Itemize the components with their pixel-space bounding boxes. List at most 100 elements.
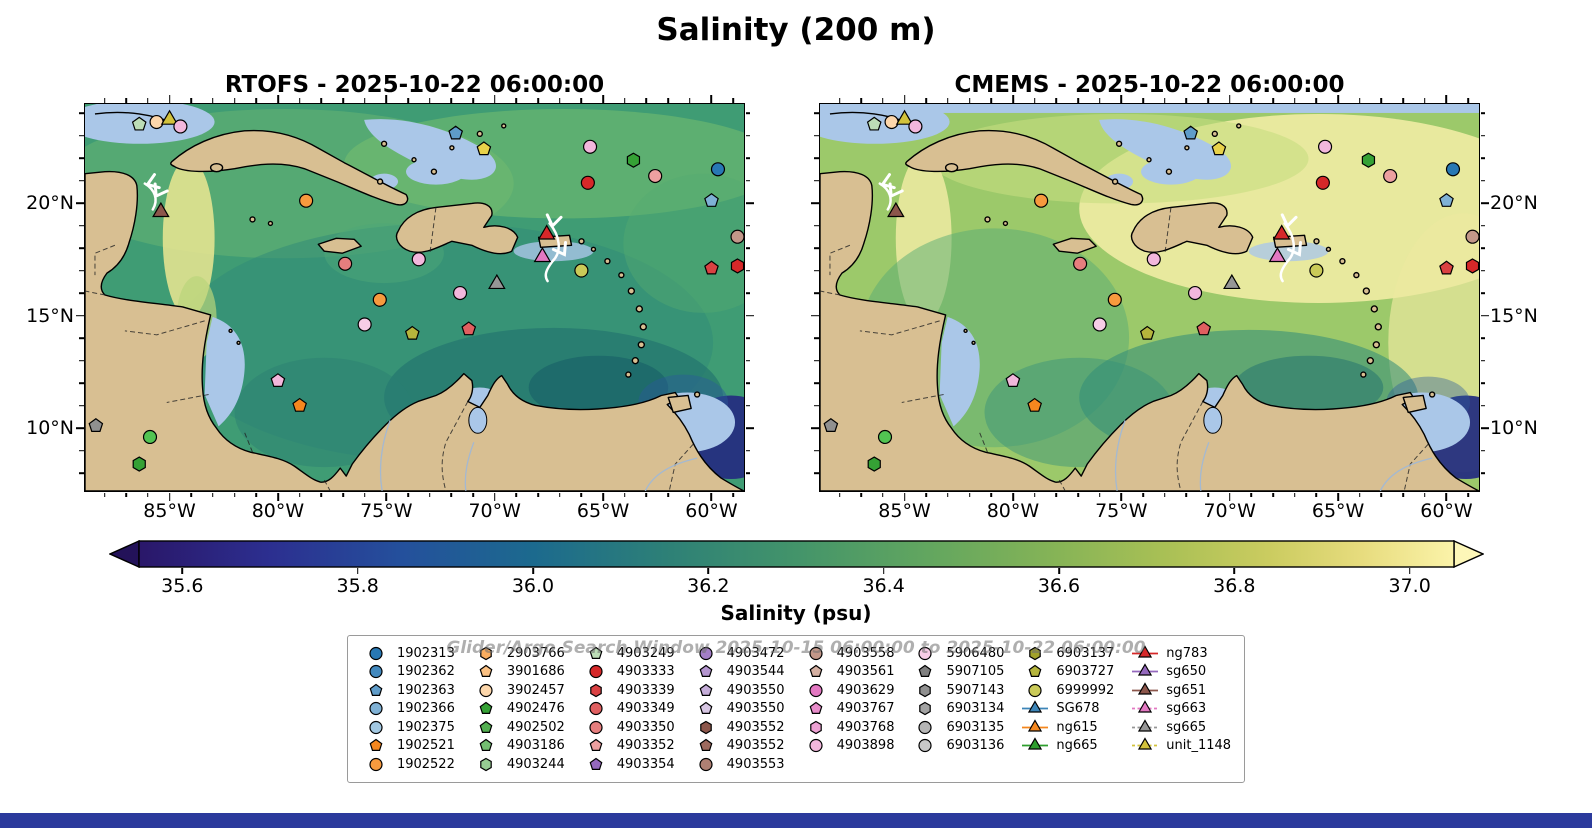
lon-tick (1445, 492, 1448, 501)
platform-marker-sg663 (533, 246, 552, 263)
lon-tick (1467, 98, 1469, 103)
lat-tick (745, 292, 750, 294)
platform-marker (404, 325, 420, 340)
legend-entry: 4903544 (691, 663, 785, 682)
lat-tick (745, 134, 750, 137)
lat-tick (745, 112, 750, 114)
glider-heading-arrow (153, 182, 169, 199)
legend-marker-hexagon-icon (919, 702, 932, 716)
platform-marker (299, 193, 314, 208)
legend-marker-circle-icon (808, 646, 823, 660)
platform-marker (1465, 229, 1479, 244)
lon-tick (1250, 492, 1253, 497)
lon-tick-label: 75°W (360, 500, 413, 522)
lon-tick (947, 492, 949, 497)
legend-entry-label: 4903767 (836, 701, 895, 717)
colorbar-tick (1058, 568, 1060, 574)
legend-marker-pentagon-icon (699, 665, 713, 678)
legend-entry: 4903339 (581, 681, 675, 700)
lon-tick (732, 98, 734, 103)
lat-tick (1480, 382, 1485, 384)
lon-tick (580, 98, 583, 103)
lon-tick (147, 98, 149, 103)
legend-marker-hexagon-icon (699, 720, 712, 734)
lon-tick (860, 492, 862, 497)
lon-tick (990, 98, 993, 103)
lat-tick (79, 449, 84, 452)
lon-tick (1207, 98, 1209, 103)
lon-tick (1120, 94, 1123, 103)
lat-tick (1480, 134, 1485, 137)
platform-marker (823, 418, 839, 432)
platform-marker (1196, 321, 1212, 336)
legend-entry-label: 6903135 (946, 719, 1005, 735)
panel-cmems: CMEMS - 2025-10-22 06:00:00 85°W 80°W 75°W… (810, 72, 1538, 522)
legend-entry: 4903552 (691, 718, 785, 737)
legend-entry: 1902521 (361, 737, 455, 756)
lon-tick (623, 492, 626, 497)
legend-marker-circle-icon (699, 646, 713, 660)
platform-marker (1187, 285, 1203, 301)
platform-marker (1317, 139, 1333, 154)
legend-entry: 5907143 (910, 681, 1004, 700)
lat-tick (814, 134, 819, 137)
platform-marker (476, 141, 492, 156)
legend-entry: 4903558 (801, 644, 894, 663)
lon-tick (1077, 492, 1079, 497)
lat-tick (1480, 449, 1485, 452)
legend-entry: 6999992 (1020, 681, 1114, 700)
legend-entry-label: 1902366 (396, 701, 455, 717)
legend-entry: 4903767 (801, 700, 895, 719)
map-cmems-markers (823, 109, 1479, 472)
colorbar-tick (1408, 568, 1411, 574)
colorbar-tick (707, 568, 710, 574)
legend-entry: 2903766 (471, 644, 565, 663)
legend-marker-pentagon-icon (479, 720, 493, 733)
legend-column: 4903558 4903561 4903629 4903767 4903768 49038… (801, 644, 895, 774)
legend-column: 4903472 4903544 4903550 4903550 4903552 49035… (691, 644, 785, 774)
lat-tick (79, 292, 84, 294)
legend-entry: ng783 (1130, 644, 1231, 663)
legend-marker-triangle-icon (1022, 737, 1049, 750)
platform-marker (648, 168, 663, 184)
colorbar-tick (532, 568, 534, 574)
legend-entry: 3901686 (471, 663, 565, 682)
lon-tick (450, 98, 453, 103)
lon-tick (990, 492, 993, 497)
lon-tick-label: 75°W (1095, 500, 1148, 522)
legend-entry: sg665 (1130, 718, 1231, 737)
lat-tick (79, 472, 84, 474)
lat-tick (745, 247, 750, 249)
lat-tick (79, 134, 84, 137)
lat-tick-label: 15°N (26, 304, 74, 327)
colorbar-tick-label: 36.6 (1037, 575, 1081, 597)
glider-heading-arrow (545, 213, 563, 229)
colorbar-tick-label: 35.6 (161, 575, 204, 597)
legend-marker-pentagon-icon (699, 702, 713, 715)
legend-entry-label: ng665 (1056, 738, 1098, 754)
platform-marker (88, 418, 104, 432)
legend-marker-pentagon-icon (479, 739, 493, 752)
lon-tick (450, 492, 453, 497)
lon-tick (515, 492, 518, 497)
lon-tick (645, 492, 648, 497)
lon-tick (428, 98, 431, 103)
lon-tick (1424, 98, 1426, 103)
legend-entry: 4903629 (801, 681, 894, 700)
lon-tick (1380, 492, 1383, 497)
platform-marker-unit_1148 (895, 109, 914, 125)
glider-heading-arrow (1286, 240, 1302, 257)
lon-tick (1120, 492, 1123, 501)
lat-tick (745, 269, 750, 272)
platform-marker (908, 119, 923, 134)
lon-tick (168, 94, 171, 103)
lon-tick (1185, 492, 1188, 497)
legend-entry: sg651 (1130, 681, 1231, 700)
legend-marker-pentagon-icon (589, 757, 603, 770)
lat-tick (75, 314, 84, 317)
lon-tick (493, 492, 496, 501)
platform-marker (626, 152, 641, 168)
legend-marker-hexagon-icon (809, 720, 822, 734)
platform-marker (582, 139, 598, 154)
lat-tick (810, 314, 819, 317)
